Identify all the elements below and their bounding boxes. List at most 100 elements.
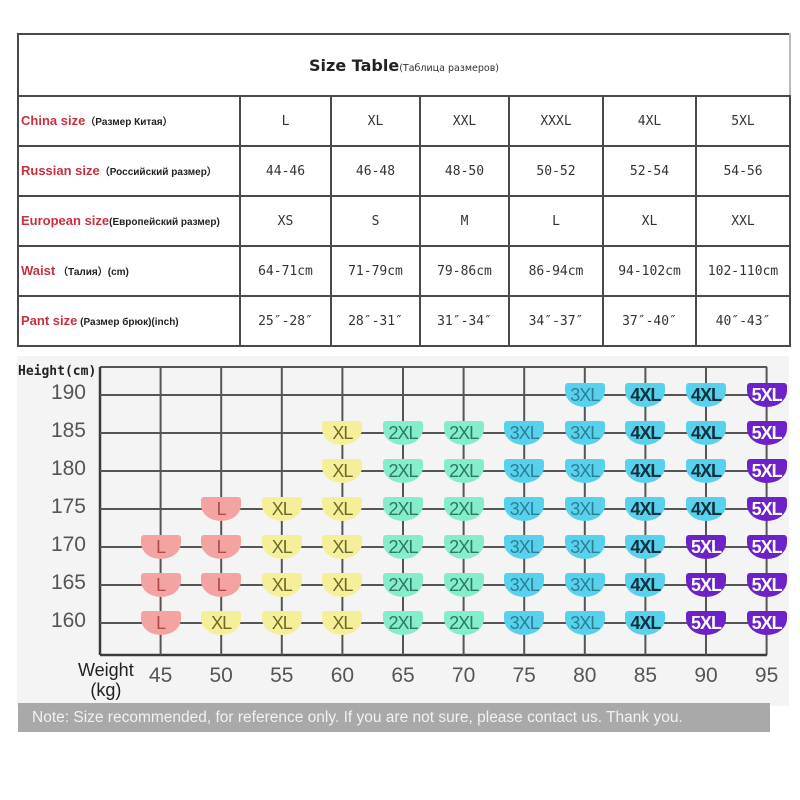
size-badge: 4XL <box>625 611 666 635</box>
size-badge: 4XL <box>625 497 666 521</box>
table-cell: 102-110cm <box>694 245 792 297</box>
size-badge: 3XL <box>504 611 545 635</box>
size-badge: 2XL <box>443 421 484 445</box>
y-tick-label: 180 <box>50 457 86 480</box>
row-label: China size（Размер Китая） <box>17 95 241 147</box>
size-badge: 3XL <box>504 421 545 445</box>
table-cell: 28″-31″ <box>330 295 421 347</box>
size-badge: 4XL <box>625 573 666 597</box>
table-row: European size(Европейский размер) XS S M L XL… <box>17 195 792 247</box>
size-badge: 4XL <box>625 459 666 483</box>
row-label: Russian size（Российский размер） <box>17 145 241 197</box>
table-cell: 71-79cm <box>330 245 421 297</box>
size-badge: 5XL <box>686 573 726 597</box>
size-badge: 4XL <box>686 421 726 445</box>
size-table: Size Table(Таблица размеров) China size（… <box>16 33 792 347</box>
table-row: Russian size（Российский размер） 44-46 46-4… <box>17 145 792 197</box>
row-label-ru: (Европейский размер) <box>109 217 220 228</box>
row-label-en: European size <box>21 213 110 228</box>
size-badge: 3XL <box>504 535 545 559</box>
size-badge: 5XL <box>746 497 787 521</box>
table-title-row: Size Table(Таблица размеров) <box>16 33 792 97</box>
size-badge: 5XL <box>746 383 787 407</box>
y-tick-label: 165 <box>50 571 86 594</box>
y-axis-label: Height(cm) <box>18 364 97 379</box>
x-tick-label: 45 <box>148 664 173 687</box>
table-cell: 52-54 <box>602 145 697 197</box>
size-badge: L <box>140 573 181 597</box>
size-badge: XL <box>261 535 302 559</box>
size-badge: 2XL <box>383 573 423 597</box>
table-cell: 5XL <box>694 95 792 147</box>
size-badge: 2XL <box>383 611 423 635</box>
size-badge: XL <box>261 611 302 635</box>
table-row: Waist （Талия）(cm) 64-71cm 71-79cm 79-86cm 86… <box>17 245 792 297</box>
table-cell: 79-86cm <box>419 245 510 297</box>
x-tick-label: 80 <box>573 664 597 687</box>
size-badge: XL <box>322 573 363 597</box>
size-badge: 2XL <box>443 611 484 635</box>
size-badge: 3XL <box>564 611 605 635</box>
table-cell: 34″-37″ <box>508 295 604 347</box>
table-cell: 4XL <box>602 95 697 147</box>
size-badge: 4XL <box>625 383 666 407</box>
size-badge: XL <box>201 611 242 635</box>
size-badge: 4XL <box>686 459 726 483</box>
size-badge: XL <box>322 459 363 483</box>
table-cell: 50-52 <box>508 145 604 197</box>
table-cell: XL <box>602 195 697 247</box>
table-cell: XXL <box>694 195 792 247</box>
x-tick-label: 55 <box>270 664 294 687</box>
size-badge: 3XL <box>564 459 605 483</box>
table-cell: 46-48 <box>330 145 421 197</box>
size-badge: XL <box>261 573 302 597</box>
table-cell: XL <box>330 95 421 147</box>
size-badge: 3XL <box>504 459 545 483</box>
table-row: China size（Размер Китая） L XL XXL XXXL 4XL 5XL <box>17 95 792 147</box>
row-label-en: China size <box>21 113 86 128</box>
y-tick-label: 175 <box>50 495 86 518</box>
size-badge: 2XL <box>383 459 423 483</box>
size-badge: 4XL <box>625 421 666 445</box>
table-cell: 40″-43″ <box>694 295 792 347</box>
size-badge: 3XL <box>504 573 545 597</box>
table-cell: 25″-28″ <box>239 295 332 347</box>
size-badge: XL <box>322 611 363 635</box>
note-bar: Note: Size recommended, for reference on… <box>18 703 770 732</box>
size-badge: L <box>140 535 181 559</box>
row-label-ru: （Размер Китая） <box>85 117 173 128</box>
size-badge: 2XL <box>443 497 484 521</box>
size-badge: 3XL <box>564 535 605 559</box>
table-cell: XS <box>239 195 332 247</box>
table-cell: S <box>330 195 421 247</box>
size-badge: 2XL <box>443 573 484 597</box>
table-cell: 44-46 <box>239 145 332 197</box>
size-badge: 4XL <box>686 497 726 521</box>
x-axis-label: Weight (kg) <box>78 660 134 700</box>
size-badge: 2XL <box>443 535 484 559</box>
size-badge: 5XL <box>746 535 787 559</box>
x-axis-label-line2: (kg) <box>90 680 122 700</box>
x-tick-label: 70 <box>451 664 476 687</box>
size-badge: 2XL <box>443 459 484 483</box>
table-cell: L <box>508 195 604 247</box>
table-cell: 48-50 <box>419 145 510 197</box>
y-tick-label: 160 <box>50 609 86 632</box>
row-label: Waist （Талия）(cm) <box>17 245 241 297</box>
row-label-ru: (Размер брюк)(inch) <box>77 317 179 328</box>
x-tick-label: 95 <box>754 664 779 687</box>
table-cell: L <box>239 95 332 147</box>
table-cell: M <box>419 195 510 247</box>
size-badge: 2XL <box>383 421 423 445</box>
size-badge: 5XL <box>746 611 787 635</box>
x-tick-label: 75 <box>512 664 536 687</box>
x-tick-label: 65 <box>391 664 415 687</box>
size-badge: 2XL <box>383 497 423 521</box>
size-badge: 5XL <box>746 573 787 597</box>
table-title-sub: (Таблица размеров) <box>399 62 500 74</box>
table-cell: 37″-40″ <box>602 295 697 347</box>
size-badge: 5XL <box>746 459 787 483</box>
size-badge: 2XL <box>383 535 423 559</box>
size-badge: 3XL <box>564 573 605 597</box>
y-tick-label: 170 <box>50 533 86 556</box>
